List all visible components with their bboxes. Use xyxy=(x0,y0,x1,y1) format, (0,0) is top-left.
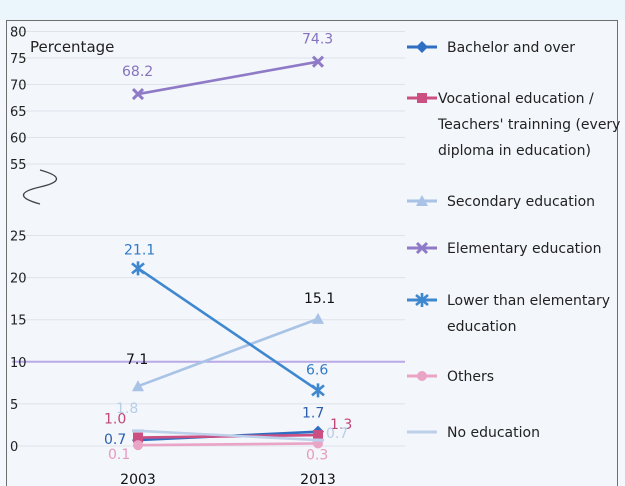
series-1: 1.0 1.3 xyxy=(104,412,352,443)
x-tick-2003: 2003 xyxy=(120,472,156,486)
x-tick-labels: 2003 2013 xyxy=(120,472,336,486)
series-line-3 xyxy=(137,60,319,96)
y-tick-75: 75 xyxy=(10,52,27,67)
data-label-0-0: 0.7 xyxy=(104,432,126,448)
data-label-2-0: 7.1 xyxy=(126,352,148,368)
legend-item-1: Vocational education / Teachers' trainnin… xyxy=(407,91,620,159)
legend-item-2: Secondary education xyxy=(407,194,595,210)
legend-item-5: Others xyxy=(407,369,494,385)
series-line-4 xyxy=(137,267,319,392)
legend-label-1-2: diploma in education) xyxy=(438,143,591,159)
legend-label-1-1: Teachers' trainning (every xyxy=(437,117,620,133)
y-axis-label: Percentage xyxy=(30,38,114,56)
data-point-5-0 xyxy=(133,440,143,451)
legend-marker-3 xyxy=(415,241,429,255)
y-tick-70: 70 xyxy=(10,79,27,94)
legend-label-1-0: Vocational education / xyxy=(438,91,594,107)
legend-item-4: Lower than elementary education xyxy=(407,293,610,335)
legend-marker-0 xyxy=(416,41,428,53)
legend-marker-2 xyxy=(416,195,428,206)
series-line-2 xyxy=(137,317,319,388)
y-tick-15: 15 xyxy=(10,314,27,329)
legend-item-6: No education xyxy=(407,425,540,441)
legend-label-3-0: Elementary education xyxy=(447,241,602,257)
axis-break xyxy=(22,169,58,205)
x-tick-2013: 2013 xyxy=(300,472,336,486)
data-label-3-0: 68.2 xyxy=(122,64,153,80)
y-tick-80: 80 xyxy=(10,26,27,41)
data-point-4-1 xyxy=(311,383,325,398)
legend-marker-5 xyxy=(417,371,427,381)
data-point-3-0 xyxy=(131,87,145,101)
data-label-0-1: 1.7 xyxy=(302,406,324,422)
data-label-2-1: 15.1 xyxy=(304,291,335,307)
data-label-5-1: 0.3 xyxy=(306,447,328,463)
series-6: 1.8 0.7 xyxy=(116,401,348,442)
y-tick-10: 10 xyxy=(10,356,27,371)
y-tick-55: 55 xyxy=(10,158,27,173)
legend-marker-1 xyxy=(417,93,427,103)
data-point-3-1 xyxy=(311,55,325,68)
y-tick-0: 0 xyxy=(10,440,18,455)
data-label-6-0: 1.8 xyxy=(116,401,138,417)
legend-label-5-0: Others xyxy=(447,369,494,385)
data-label-4-1: 6.6 xyxy=(306,362,328,378)
y-tick-25: 25 xyxy=(10,230,27,245)
series-line-6 xyxy=(137,429,319,442)
data-label-4-0: 21.1 xyxy=(124,242,155,258)
series-line-5 xyxy=(137,442,319,447)
series-4: 21.1 6.6 xyxy=(124,242,328,398)
series-lines: 0.71.71.0 1.37.115.168.274.321.16.60.1 0.3… xyxy=(104,32,352,464)
y-tick-labels: 0 5 10 15 20 25 55 60 65 70 75 80 xyxy=(10,26,27,456)
legend: Bachelor and over Vocational education / T… xyxy=(407,40,620,441)
legend-label-0-0: Bachelor and over xyxy=(447,40,575,56)
data-label-1-0: 1.0 xyxy=(104,412,126,428)
data-label-5-0: 0.1 xyxy=(108,447,130,463)
legend-label-4-0: Lower than elementary xyxy=(447,293,610,309)
legend-label-2-0: Secondary education xyxy=(447,194,595,210)
data-point-4-0 xyxy=(131,261,145,276)
legend-item-0: Bachelor and over xyxy=(407,40,575,56)
top-strip xyxy=(0,0,625,20)
data-label-6-1: 0.7 xyxy=(326,426,348,442)
series-3: 68.2 74.3 xyxy=(122,32,333,101)
data-point-1-0 xyxy=(133,432,143,443)
chart-frame xyxy=(6,20,618,486)
data-point-1-1 xyxy=(313,430,323,441)
y-tick-20: 20 xyxy=(10,272,27,287)
gridlines xyxy=(12,31,405,447)
data-label-1-1: 1.3 xyxy=(330,417,352,433)
data-point-2-1 xyxy=(312,312,324,324)
y-tick-65: 65 xyxy=(10,105,27,120)
series-2: 7.1 15.1 xyxy=(126,291,335,392)
data-label-3-1: 74.3 xyxy=(302,32,333,48)
y-tick-60: 60 xyxy=(10,132,27,147)
series-5: 0.1 0.3 xyxy=(108,438,328,463)
axis-break-symbol xyxy=(22,169,58,205)
legend-item-3: Elementary education xyxy=(407,241,602,257)
legend-label-4-1: education xyxy=(447,319,516,335)
legend-marker-4 xyxy=(415,293,429,307)
data-point-2-0 xyxy=(132,380,144,392)
legend-label-6-0: No education xyxy=(447,425,540,441)
y-tick-5: 5 xyxy=(10,398,18,413)
